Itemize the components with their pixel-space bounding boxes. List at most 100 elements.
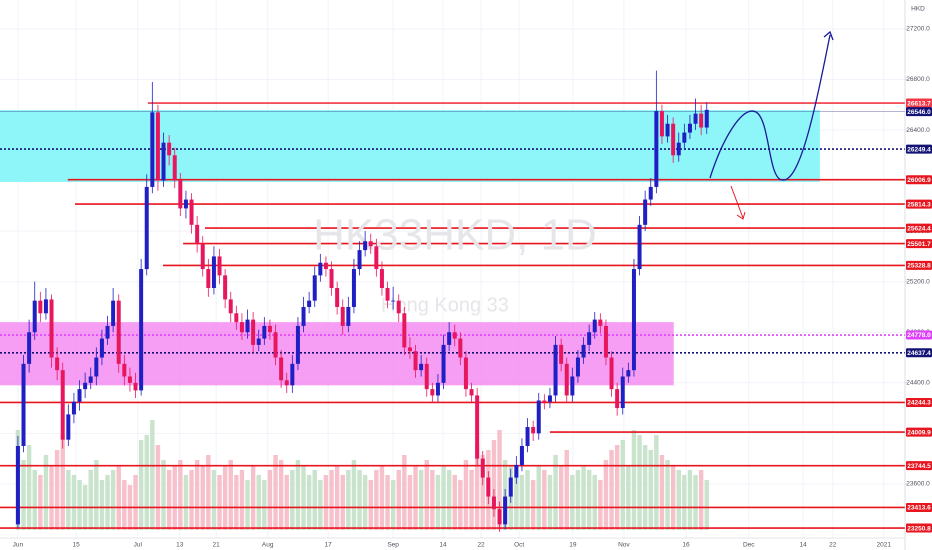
candle-body: [150, 112, 155, 187]
candle-body: [587, 332, 592, 345]
volume-bar: [99, 480, 105, 530]
x-axis-band: [0, 538, 905, 550]
volume-bar: [525, 470, 530, 530]
x-tick-label: 14: [439, 542, 447, 549]
volume-bar: [26, 445, 32, 530]
candle-body: [514, 464, 519, 478]
volume-bar: [648, 450, 653, 530]
volume-bar: [340, 475, 345, 530]
candle-body: [340, 306, 345, 326]
candle-body: [385, 288, 390, 301]
volume-bar: [178, 460, 183, 530]
price-label: 24009.9: [907, 429, 931, 436]
candle-body: [575, 357, 580, 377]
volume-bar: [609, 450, 614, 530]
volume-bar: [312, 470, 317, 530]
candle-body: [318, 262, 323, 276]
candle-body: [463, 357, 468, 390]
candle-body: [43, 299, 48, 314]
candle-body: [139, 269, 144, 391]
projection-curve: [709, 34, 831, 181]
candle-body: [49, 299, 54, 358]
volume-bar: [614, 445, 620, 530]
volume-bar: [407, 475, 413, 530]
volume-bar: [385, 475, 390, 530]
price-label: 24778.0: [907, 332, 931, 339]
candle-body: [133, 382, 138, 391]
x-tick-label: 14: [799, 542, 807, 549]
volume-bar: [390, 480, 396, 530]
price-label: 25328.8: [907, 263, 931, 270]
price-label-bg: [906, 330, 932, 340]
candle-body: [430, 389, 435, 396]
volume-bar: [514, 470, 519, 530]
candle-body: [654, 111, 659, 187]
volume-bar: [665, 460, 670, 530]
candle-body: [531, 427, 536, 434]
volume-bar: [458, 480, 463, 530]
volume-bar: [60, 435, 65, 530]
candle-body: [83, 382, 88, 390]
candle-body: [508, 477, 513, 497]
y-axis-band: [905, 0, 932, 550]
candle-body: [267, 325, 272, 333]
candle-body: [598, 319, 603, 326]
volume-bar: [133, 475, 138, 530]
volume-bar: [698, 470, 704, 530]
candle-body: [402, 313, 407, 348]
volume-bar: [323, 475, 329, 530]
volume-bar: [682, 475, 687, 530]
volume-bar: [155, 445, 161, 530]
volume-bar: [463, 460, 469, 530]
volume-bar: [49, 465, 54, 530]
x-tick-label: 13: [176, 542, 184, 549]
candle-body: [519, 445, 524, 465]
volume-bar: [446, 470, 452, 530]
candle-body: [155, 112, 160, 181]
volume-bar: [547, 475, 553, 530]
price-labels: 26613.7 26546.0 26249.4 26006.9 25814.3 25624…: [906, 98, 932, 533]
candle-body: [351, 269, 356, 307]
price-label: 24637.4: [907, 350, 931, 357]
price-label-bg: [906, 175, 932, 185]
volume-bar: [581, 465, 586, 530]
candle-body: [581, 344, 586, 358]
candle-body: [452, 332, 457, 339]
price-label-bg: [906, 144, 932, 154]
candle-body: [486, 477, 491, 497]
volume-bar: [424, 460, 429, 530]
candle-body: [659, 111, 664, 137]
price-label-bg: [906, 523, 932, 533]
price-label: 26613.7: [907, 100, 931, 107]
candle-body: [480, 458, 485, 478]
volume-bar: [71, 475, 77, 530]
candle-body: [127, 376, 132, 383]
candle-body: [346, 306, 351, 326]
down-arrow: [730, 185, 744, 219]
volume-bar: [469, 470, 474, 530]
candle-body: [407, 347, 412, 352]
volume-bar: [306, 475, 312, 530]
volume-bar: [295, 460, 301, 530]
volume-bar: [54, 450, 60, 530]
candle-body: [435, 382, 440, 396]
volume-bar: [329, 470, 334, 530]
candle-body: [301, 306, 306, 326]
volume-bar: [480, 455, 485, 530]
volume-bar: [654, 435, 659, 530]
volume-bar: [497, 430, 502, 530]
volume-bar: [234, 475, 239, 530]
candle-body: [525, 427, 530, 446]
volume-bar: [441, 465, 446, 530]
candle-body: [626, 370, 631, 377]
x-tick-label: Nov: [618, 542, 630, 549]
candle-body: [189, 199, 194, 225]
volume-bar: [206, 455, 211, 530]
candles: [15, 70, 709, 532]
candle-body: [357, 250, 362, 270]
price-label: 23250.8: [907, 525, 931, 532]
candle-body: [77, 389, 82, 402]
volume-bar: [278, 460, 284, 530]
volume-bar: [368, 480, 373, 530]
